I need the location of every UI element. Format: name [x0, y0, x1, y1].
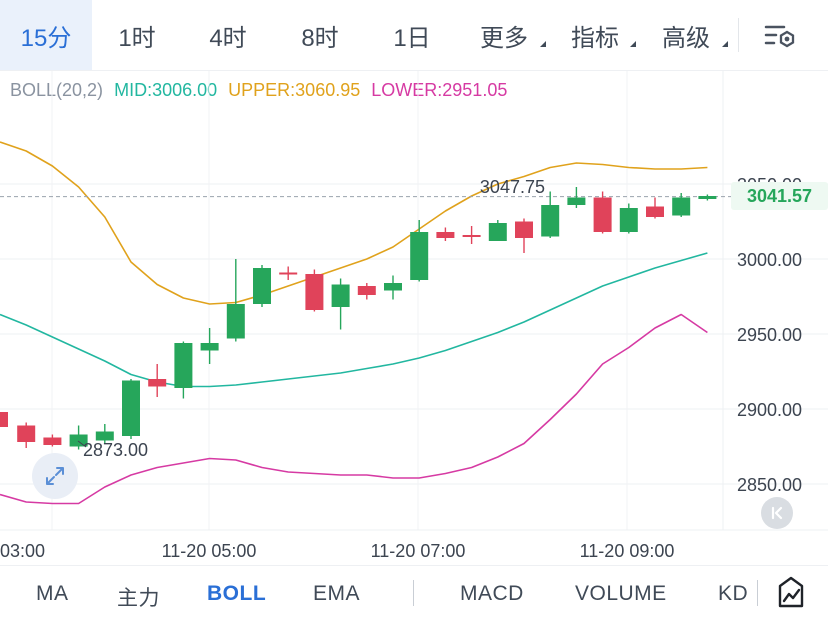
low-price-label: 2873.00	[83, 440, 148, 460]
candle-body[interactable]	[698, 196, 717, 199]
boll-mid: MID:3006.00	[114, 80, 218, 100]
tab-8h[interactable]: 8时	[274, 0, 366, 70]
tab-label: 更多	[480, 24, 528, 52]
candle-body[interactable]	[567, 197, 586, 206]
tab-label: 高级	[662, 24, 710, 52]
y-tick-label: 2850.00	[737, 475, 802, 495]
chart-settings-icon[interactable]	[760, 18, 800, 54]
indicator-kd[interactable]: KD	[718, 582, 749, 605]
y-tick-label: 2950.00	[737, 325, 802, 345]
boll-mid-line	[0, 252, 708, 388]
candle-body[interactable]	[279, 272, 298, 275]
jump-to-latest-icon[interactable]	[761, 497, 793, 529]
x-tick-label: 11-20 09:00	[580, 541, 675, 561]
candlestick-chart[interactable]: 2850.002900.002950.003000.003050.0003:00…	[0, 0, 828, 565]
dropdown-caret-icon	[722, 41, 728, 47]
drawing-tool-icon[interactable]	[776, 576, 806, 608]
tab-indicators[interactable]: 指标	[550, 0, 640, 70]
y-tick-label: 2900.00	[737, 400, 802, 420]
indicator-divider	[757, 580, 758, 606]
tab-4h[interactable]: 4时	[182, 0, 274, 70]
current-price-tag: 3041.57	[731, 182, 828, 210]
boll-name: BOLL(20,2)	[10, 80, 104, 100]
candle-body[interactable]	[541, 205, 560, 237]
candle-body[interactable]	[593, 197, 612, 233]
candle-body[interactable]	[253, 268, 271, 304]
candle-body[interactable]	[436, 232, 455, 238]
indicator-bar: MA 主力 BOLL EMA MACD VOLUME KD	[0, 566, 828, 620]
tab-label: 8时	[301, 24, 339, 52]
tab-divider	[738, 18, 739, 52]
divider	[0, 565, 828, 566]
divider	[0, 70, 828, 71]
tab-1d[interactable]: 1日	[366, 0, 458, 70]
x-tick-label: 11-20 05:00	[162, 541, 257, 561]
candle-body[interactable]	[305, 274, 324, 310]
candle-body[interactable]	[148, 379, 167, 387]
boll-lower: LOWER:2951.05	[371, 80, 508, 100]
candle-body[interactable]	[43, 437, 62, 446]
y-tick-label: 3000.00	[737, 250, 802, 270]
candle-body[interactable]	[384, 283, 402, 291]
boll-lower-line	[0, 313, 708, 505]
candle-body[interactable]	[357, 286, 376, 295]
indicator-main[interactable]: 主力	[117, 587, 160, 610]
candle-body[interactable]	[672, 197, 691, 216]
tab-label: 1日	[393, 24, 431, 52]
boll-upper: UPPER:3060.95	[228, 80, 361, 100]
period-tab-bar: 15分 1时 4时 8时 1日 更多 指标 高级	[0, 0, 828, 70]
dropdown-caret-icon	[630, 41, 636, 47]
indicator-volume[interactable]: VOLUME	[575, 582, 667, 605]
candle-body[interactable]	[488, 223, 507, 241]
expand-arrows-icon[interactable]	[32, 453, 78, 499]
boll-legend: BOLL(20,2) MID:3006.00 UPPER:3060.95 LOW…	[10, 80, 513, 101]
candle-body[interactable]	[331, 284, 350, 308]
boll-upper-line	[0, 141, 708, 305]
tab-label: 4时	[209, 24, 247, 52]
candle-body[interactable]	[226, 304, 245, 339]
low-price-pointer	[77, 440, 87, 448]
tab-label: 指标	[571, 24, 619, 52]
high-price-label: 3047.75	[480, 177, 545, 197]
candle-body[interactable]	[69, 434, 88, 447]
indicator-macd[interactable]: MACD	[460, 582, 524, 605]
tab-15m[interactable]: 15分	[0, 0, 92, 70]
indicator-ema[interactable]: EMA	[313, 582, 361, 605]
indicator-boll[interactable]: BOLL	[207, 582, 267, 605]
candle-body[interactable]	[122, 380, 140, 437]
candle-body[interactable]	[462, 235, 481, 237]
dropdown-caret-icon	[540, 41, 546, 47]
candle-body[interactable]	[174, 343, 193, 388]
candle-body[interactable]	[95, 431, 114, 441]
candle-body	[0, 412, 8, 427]
tab-label: 15分	[20, 24, 72, 52]
candle-body[interactable]	[646, 206, 664, 218]
candle-body[interactable]	[200, 343, 219, 351]
tab-advanced[interactable]: 高级	[640, 0, 732, 70]
tab-1h[interactable]: 1时	[92, 0, 182, 70]
candle-body[interactable]	[410, 232, 429, 280]
indicator-divider	[413, 580, 414, 606]
candle-body[interactable]	[515, 221, 533, 239]
candle-body[interactable]	[619, 208, 638, 232]
x-tick-label: 03:00	[0, 541, 45, 561]
candle-body[interactable]	[17, 425, 36, 443]
x-tick-label: 11-20 07:00	[371, 541, 466, 561]
tab-label: 1时	[118, 24, 156, 52]
tab-more[interactable]: 更多	[458, 0, 550, 70]
indicator-ma[interactable]: MA	[36, 582, 69, 605]
